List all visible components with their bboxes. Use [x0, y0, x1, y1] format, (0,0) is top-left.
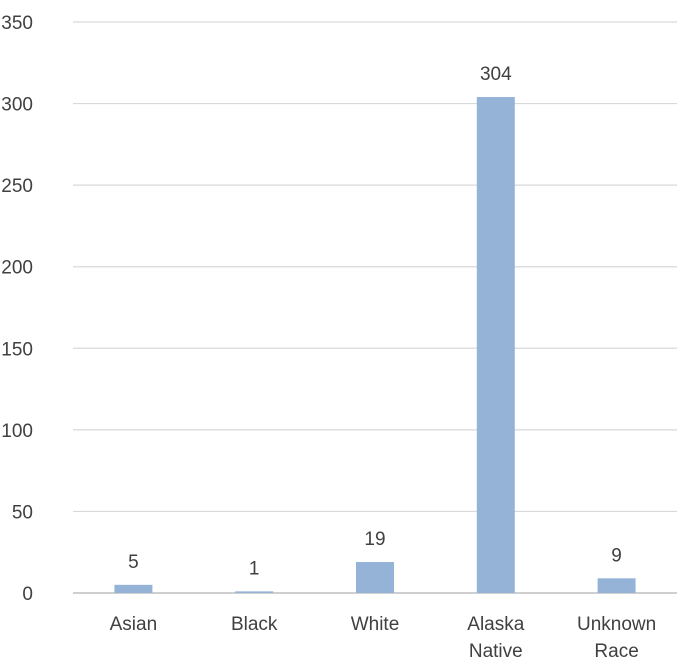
y-tick-label-100: 100 — [1, 421, 33, 442]
bar-2 — [356, 562, 394, 593]
bar-4 — [597, 578, 636, 593]
y-tick-label-50: 50 — [12, 502, 33, 523]
x-tick-label-0: Asian — [110, 614, 158, 635]
data-labels: 5 1 19 304 9 — [128, 64, 622, 579]
bar-1 — [235, 591, 274, 593]
data-label-3: 304 — [480, 64, 512, 85]
bars — [114, 97, 636, 593]
x-tick-label-4-line-1: Race — [594, 641, 638, 660]
bar-3 — [476, 97, 515, 593]
y-tick-label-250: 250 — [1, 176, 33, 197]
y-tick-label-300: 300 — [1, 95, 33, 116]
x-tick-label-2: White — [351, 614, 400, 635]
y-tick-label-200: 200 — [1, 258, 33, 279]
tick-labels: 0 50 100 150 200 250 300 350 Asian Black White Alas… — [1, 13, 656, 662]
data-label-2: 19 — [364, 529, 385, 550]
bar-0 — [114, 584, 153, 593]
data-label-0: 5 — [128, 552, 139, 573]
x-tick-label-4-line-0: Unknown — [577, 614, 656, 635]
x-tick-label-1: Black — [231, 614, 278, 635]
y-tick-label-150: 150 — [1, 339, 33, 360]
y-tick-label-0: 0 — [22, 584, 33, 605]
data-label-1: 1 — [249, 558, 260, 579]
data-label-4: 9 — [611, 545, 622, 566]
y-tick-label-350: 350 — [1, 13, 33, 34]
x-tick-label-3-line-1: Native — [469, 641, 523, 660]
gridlines — [73, 21, 677, 513]
x-tick-label-3-line-0: Alaska — [467, 614, 524, 635]
